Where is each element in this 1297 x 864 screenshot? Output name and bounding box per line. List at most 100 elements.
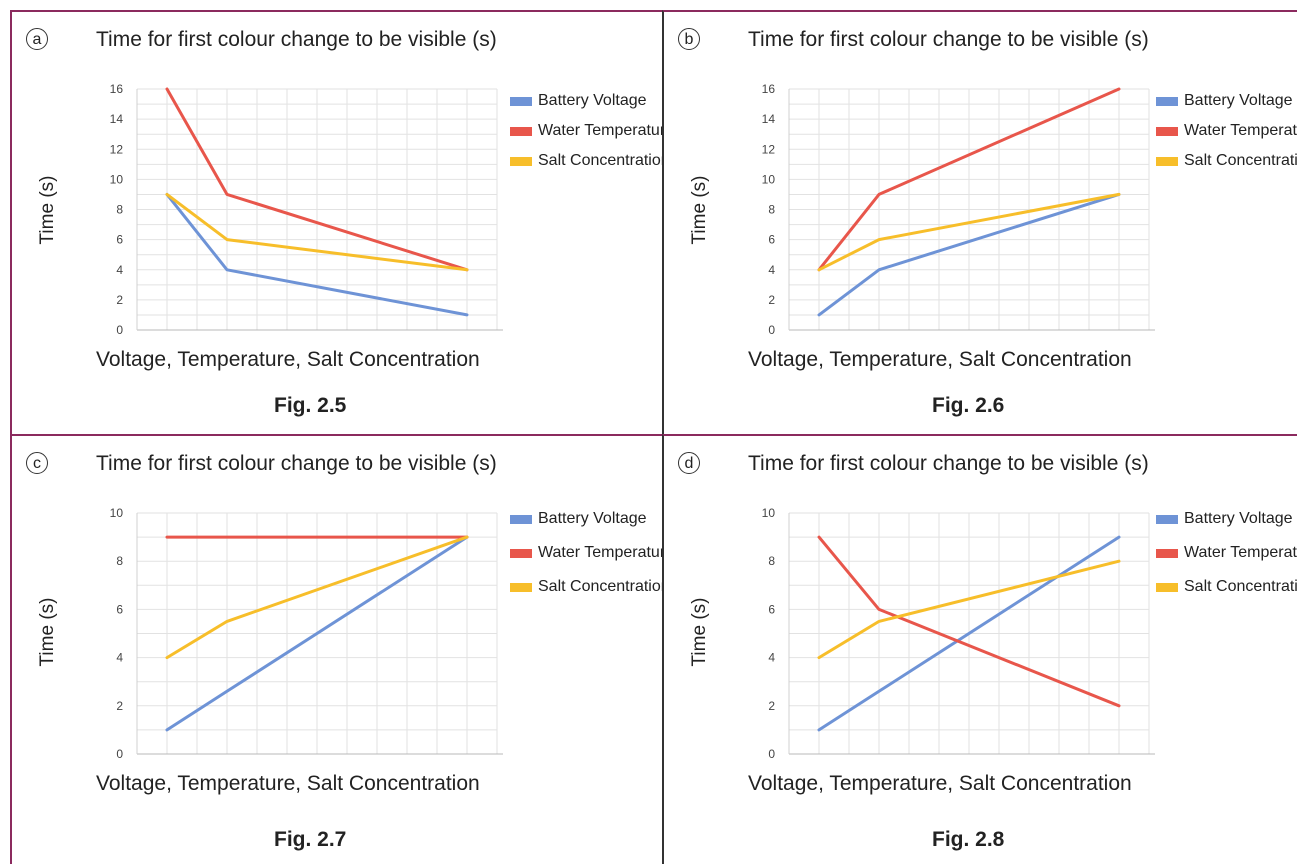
- x-axis-label: Voltage, Temperature, Salt Concentration: [748, 772, 1132, 795]
- chart-panel-a: a Time for first colour change to be vis…: [10, 10, 662, 434]
- series-line-battery-voltage: [165, 192, 469, 317]
- legend-item-battery: Battery Voltage: [1156, 90, 1297, 112]
- y-tick-label: 6: [116, 233, 123, 247]
- y-tick-label: 16: [762, 82, 776, 96]
- panel-badge: b: [678, 28, 700, 50]
- legend-item-salt: Salt Concentration: [510, 576, 662, 598]
- y-tick-label: 10: [762, 172, 776, 186]
- series-line-water-temperature: [817, 87, 1121, 272]
- legend-swatch-battery: [1156, 515, 1178, 524]
- legend-swatch-salt: [510, 157, 532, 166]
- plot-area: 0 2 4 6 8 10: [762, 506, 1155, 761]
- legend-label: Battery Voltage: [1184, 510, 1293, 527]
- legend-label: Salt Concentration: [1184, 152, 1297, 169]
- legend: Battery Voltage Water Temperature Salt C…: [510, 508, 662, 610]
- y-tick-label: 16: [110, 82, 124, 96]
- panel-badge: a: [26, 28, 48, 50]
- y-tick-label: 6: [768, 602, 775, 616]
- legend-label: Battery Voltage: [1184, 92, 1293, 109]
- y-tick-label: 2: [116, 293, 123, 307]
- y-tick-label: 8: [116, 203, 123, 217]
- chart-panel-b: b Time for first colour change to be vis…: [662, 10, 1297, 434]
- figure-caption: Fig. 2.7: [274, 828, 347, 851]
- y-tick-label: 4: [768, 263, 775, 277]
- legend: Battery Voltage Water Temperature Salt C…: [1156, 90, 1297, 180]
- y-tick-label: 4: [768, 651, 775, 665]
- legend-item-battery: Battery Voltage: [510, 508, 662, 530]
- y-tick-label: 2: [768, 699, 775, 713]
- chart-panel-d: d Time for first colour change to be vis…: [662, 434, 1297, 864]
- y-tick-label: 4: [116, 263, 123, 277]
- y-tick-label: 8: [768, 554, 775, 568]
- y-tick-label: 14: [762, 112, 776, 126]
- y-tick-label: 8: [116, 554, 123, 568]
- series-line-water-temperature: [817, 535, 1121, 708]
- y-tick-label: 0: [768, 323, 775, 337]
- chart-title: Time for first colour change to be visib…: [748, 28, 1149, 51]
- y-tick-label: 8: [768, 203, 775, 217]
- panel-badge: d: [678, 452, 700, 474]
- legend-swatch-water: [1156, 549, 1178, 558]
- grid-lines: [788, 88, 1150, 331]
- y-tick-label: 10: [110, 172, 124, 186]
- y-tick-label: 0: [116, 747, 123, 761]
- panel-badge: c: [26, 452, 48, 474]
- legend-swatch-battery: [510, 515, 532, 524]
- legend-item-water: Water Temperature: [1156, 542, 1297, 564]
- legend-item-salt: Salt Concentration: [1156, 150, 1297, 172]
- legend-label: Water Temperature: [538, 122, 662, 139]
- chart-panel-c: c Time for first colour change to be vis…: [10, 434, 662, 864]
- legend-item-salt: Salt Concentration: [1156, 576, 1297, 598]
- x-axis-label: Voltage, Temperature, Salt Concentration: [96, 348, 480, 371]
- y-tick-label: 14: [110, 112, 124, 126]
- x-axis-label: Voltage, Temperature, Salt Concentration: [748, 348, 1132, 371]
- legend-label: Water Temperature: [538, 544, 662, 561]
- legend-swatch-salt: [1156, 157, 1178, 166]
- chart-title: Time for first colour change to be visib…: [748, 452, 1149, 475]
- series-line-battery-voltage: [165, 535, 469, 732]
- series-line-salt-concentration: [817, 192, 1121, 272]
- series-line-salt-concentration: [165, 535, 469, 660]
- y-tick-label: 6: [768, 233, 775, 247]
- legend-label: Battery Voltage: [538, 510, 647, 527]
- legend-item-water: Water Temperature: [510, 542, 662, 564]
- y-tick-label: 12: [762, 142, 776, 156]
- y-tick-label: 6: [116, 602, 123, 616]
- legend-swatch-water: [1156, 127, 1178, 136]
- y-tick-label: 10: [110, 506, 124, 520]
- grid-lines: [136, 88, 498, 331]
- legend-label: Battery Voltage: [538, 92, 647, 109]
- series-line-salt-concentration: [817, 559, 1121, 660]
- series-line-battery-voltage: [817, 535, 1121, 732]
- y-tick-label: 10: [762, 506, 776, 520]
- legend-label: Salt Concentration: [538, 578, 662, 595]
- plot-area: 0 2 4 6 8 10 12 14 16: [110, 82, 503, 337]
- legend-label: Water Temperature: [1184, 122, 1297, 139]
- chart-title: Time for first colour change to be visib…: [96, 28, 497, 51]
- series-line-salt-concentration: [165, 192, 469, 272]
- legend-item-water: Water Temperature: [510, 120, 662, 142]
- legend-item-battery: Battery Voltage: [510, 90, 662, 112]
- legend-swatch-battery: [510, 97, 532, 106]
- legend-swatch-salt: [510, 583, 532, 592]
- legend-item-water: Water Temperature: [1156, 120, 1297, 142]
- series-line-water-temperature: [165, 87, 469, 272]
- legend: Battery Voltage Water Temperature Salt C…: [510, 90, 662, 180]
- legend-swatch-salt: [1156, 583, 1178, 592]
- plot-area: 0 2 4 6 8 10: [110, 506, 503, 761]
- legend: Battery Voltage Water Temperature Salt C…: [1156, 508, 1297, 610]
- x-axis-label: Voltage, Temperature, Salt Concentration: [96, 772, 480, 795]
- legend-swatch-water: [510, 127, 532, 136]
- figure-caption: Fig. 2.8: [932, 828, 1005, 851]
- legend-swatch-battery: [1156, 97, 1178, 106]
- y-tick-label: 4: [116, 651, 123, 665]
- legend-item-battery: Battery Voltage: [1156, 508, 1297, 530]
- plot-area: 0 2 4 6 8 10 12 14 16: [762, 82, 1155, 337]
- legend-swatch-water: [510, 549, 532, 558]
- y-tick-label: 0: [768, 747, 775, 761]
- chart-title: Time for first colour change to be visib…: [96, 452, 497, 475]
- y-tick-label: 2: [116, 699, 123, 713]
- legend-label: Salt Concentration: [538, 152, 662, 169]
- legend-label: Water Temperature: [1184, 544, 1297, 561]
- series-line-battery-voltage: [817, 192, 1121, 317]
